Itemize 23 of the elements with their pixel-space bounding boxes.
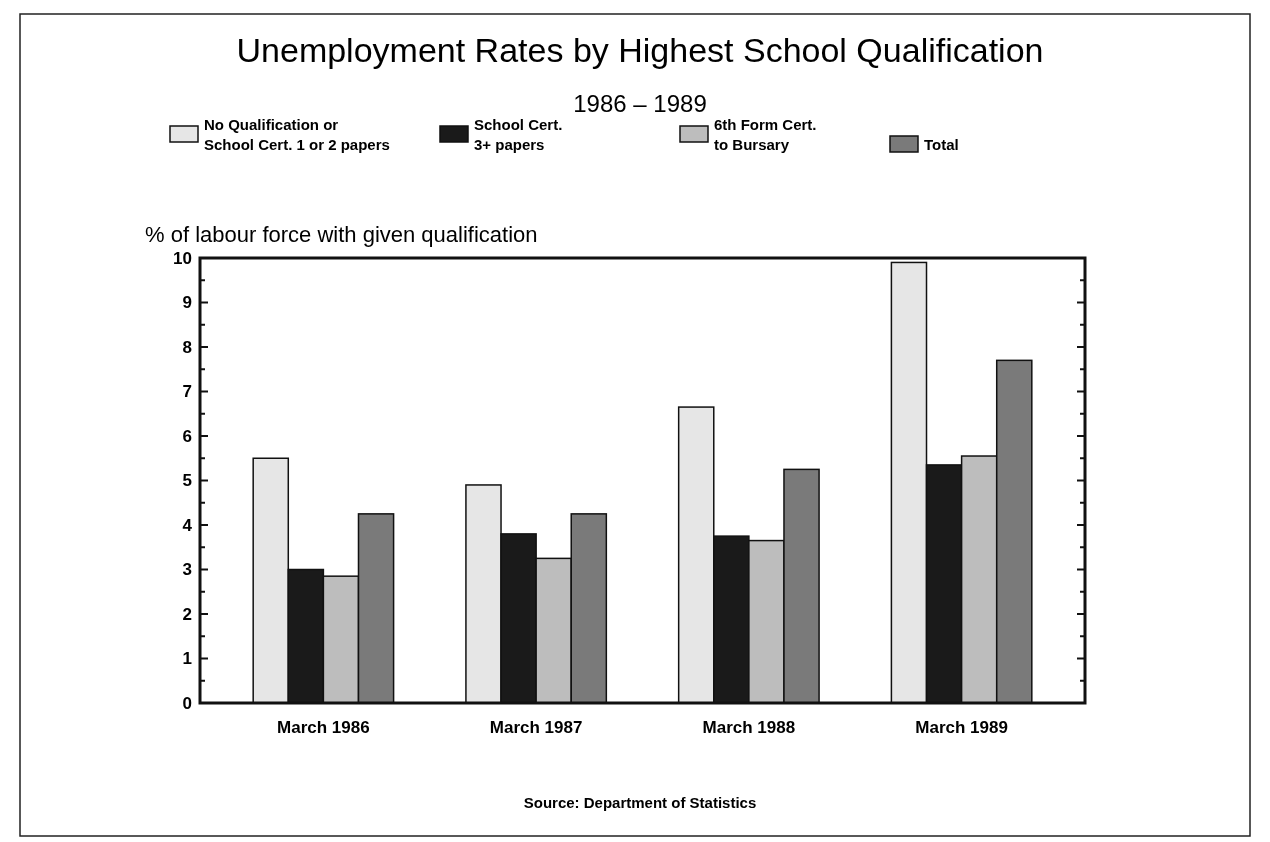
legend-label: School Cert. 3+ papers: [474, 116, 563, 153]
y-tick-label: 3: [182, 560, 192, 580]
y-tick-label: 0: [182, 693, 192, 713]
x-tick-label: March 1986: [277, 718, 370, 737]
x-tick-label: March 1987: [489, 718, 583, 737]
legend-label: 6th Form Cert. to Bursary: [714, 116, 817, 153]
x-tick-label: March 1988: [702, 718, 796, 737]
legend-label: No Qualification or School Cert. 1 or 2 papers: [204, 116, 390, 153]
y-tick-label: 9: [182, 293, 192, 313]
y-tick-label: 1: [182, 649, 192, 669]
y-tick-label: 6: [182, 426, 192, 446]
y-tick-label: 5: [182, 471, 192, 491]
y-tick-label: 4: [182, 515, 193, 535]
y-tick-label: 10: [173, 248, 192, 268]
legend-label: Total: [924, 136, 959, 153]
source-note: Source: Department of Statistics: [523, 794, 757, 811]
chart-title: Unemployment Rates by Highest School Qualification: [236, 31, 1044, 69]
y-tick-label: 7: [182, 382, 192, 402]
y-tick-label: 8: [182, 337, 192, 357]
x-tick-label: March 1989: [915, 718, 1008, 737]
y-tick-label: 2: [182, 604, 192, 624]
y-axis-title: % of labour force with given qualification: [145, 222, 538, 247]
chart-subtitle: 1986 – 1989: [573, 90, 707, 117]
